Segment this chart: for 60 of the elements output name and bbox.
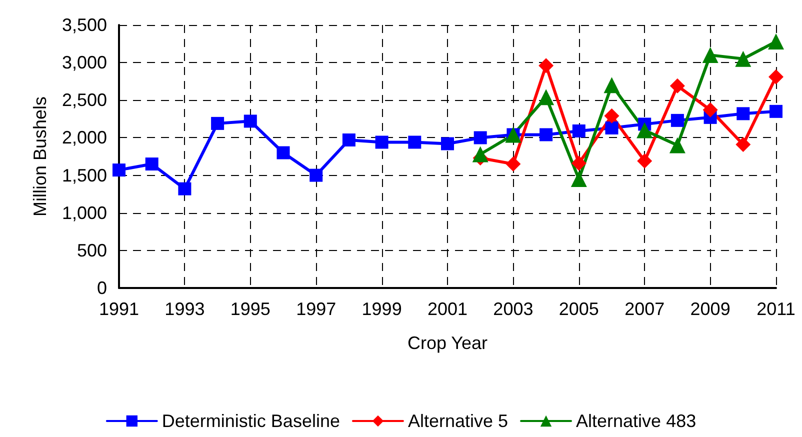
legend-label: Deterministic Baseline xyxy=(162,411,340,431)
point xyxy=(571,156,586,171)
point xyxy=(768,69,784,84)
point xyxy=(112,164,126,177)
x-tick-label: 2003 xyxy=(493,299,534,319)
y-tick-label: 0 xyxy=(96,278,107,298)
point xyxy=(604,77,620,94)
point xyxy=(145,158,158,171)
point xyxy=(770,104,782,118)
x-tick-label: 2005 xyxy=(558,299,599,319)
point xyxy=(702,47,718,64)
point xyxy=(669,137,686,154)
x-tick-label: 2001 xyxy=(427,299,468,319)
point xyxy=(538,89,554,106)
legend-label: Alternative 5 xyxy=(408,411,508,431)
point xyxy=(342,133,356,146)
point xyxy=(540,128,553,142)
point xyxy=(736,107,750,120)
x-tick-label: 1999 xyxy=(362,299,402,319)
point xyxy=(637,154,652,169)
x-tick-label: 1995 xyxy=(230,299,270,319)
point xyxy=(408,136,422,149)
point xyxy=(211,116,224,130)
point xyxy=(605,121,618,134)
point xyxy=(474,131,487,144)
point xyxy=(244,114,257,128)
y-tick-label: 2,000 xyxy=(62,128,107,148)
x-tick-label: 1993 xyxy=(164,299,205,319)
point xyxy=(472,146,488,162)
x-tick-label: 1991 xyxy=(98,299,140,319)
point xyxy=(702,102,718,118)
x-tick-label: 2009 xyxy=(690,299,730,319)
point xyxy=(178,182,192,196)
y-tick-label: 1,000 xyxy=(62,202,107,223)
point xyxy=(735,50,752,67)
x-tick-label: 2007 xyxy=(624,299,665,319)
y-axis-title: Million Bushels xyxy=(30,96,50,217)
point xyxy=(670,78,685,94)
y-tick-label: 3,500 xyxy=(62,15,107,35)
point xyxy=(538,58,554,74)
point xyxy=(636,122,653,138)
point xyxy=(441,137,454,150)
x-axis-title: Crop Year xyxy=(407,333,488,353)
legend-label: Alternative 483 xyxy=(576,411,696,431)
point xyxy=(670,114,684,127)
y-tick-label: 1,500 xyxy=(62,165,107,186)
y-tick-label: 3,000 xyxy=(62,52,107,73)
y-tick-label: 500 xyxy=(76,240,107,260)
point xyxy=(768,34,784,50)
point xyxy=(506,156,521,172)
x-tick-label: 2011 xyxy=(756,299,796,319)
y-tick-label: 2,500 xyxy=(62,90,107,110)
point xyxy=(375,136,388,149)
point xyxy=(310,168,323,182)
point xyxy=(276,146,290,160)
point xyxy=(736,136,751,152)
point xyxy=(604,108,620,124)
x-tick-label: 1997 xyxy=(296,299,336,319)
point xyxy=(572,124,586,138)
point xyxy=(570,171,587,188)
